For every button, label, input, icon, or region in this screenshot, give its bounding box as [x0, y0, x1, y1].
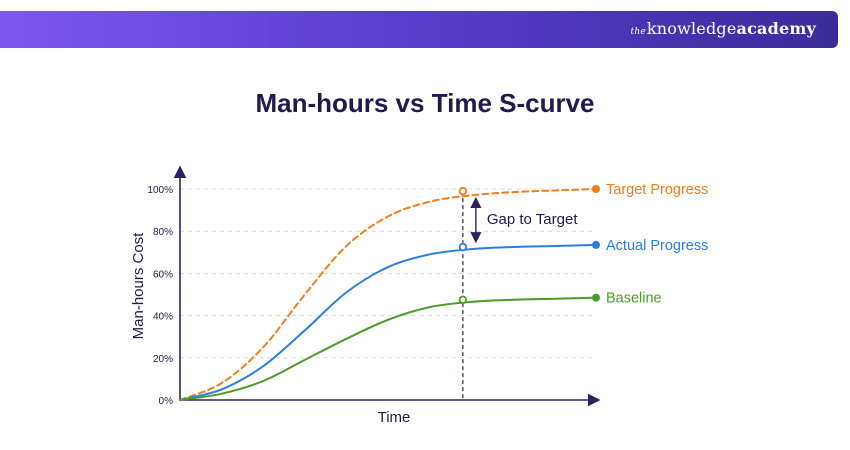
y-axis-label: Man-hours Cost	[130, 232, 147, 340]
gap-to-target-label: Gap to Target	[487, 211, 578, 228]
target-progress-line	[179, 188, 597, 401]
y-tick-label: 0%	[159, 396, 174, 407]
y-tick-label: 60%	[153, 269, 173, 280]
actual-progress-label: Actual Progress	[606, 238, 708, 254]
series-lines: Target Progress Actual Progress Baseline	[179, 182, 708, 401]
chart-title: Man-hours vs Time S-curve	[255, 88, 595, 118]
baseline-end-point	[592, 293, 600, 302]
y-tick-label: 80%	[153, 227, 173, 238]
y-tick-label: 40%	[153, 312, 173, 323]
y-tick-labels: 0% 20% 40% 60% 80% 100%	[147, 185, 173, 407]
baseline-marker	[458, 295, 468, 304]
target-progress-marker	[458, 186, 468, 196]
actual-progress-end-point	[592, 240, 600, 249]
y-tick-label: 20%	[153, 354, 173, 365]
header-banner: theknowledgeacademy	[0, 11, 838, 48]
x-axis-label: Time	[378, 409, 411, 426]
y-tick-label: 100%	[147, 185, 173, 196]
target-progress-label: Target Progress	[606, 182, 708, 198]
gridlines	[180, 188, 596, 359]
brand-prefix: the	[630, 27, 646, 37]
baseline-label: Baseline	[606, 291, 662, 307]
target-progress-end-point	[592, 185, 600, 193]
actual-progress-line	[179, 243, 597, 401]
brand-name: knowledge	[646, 19, 737, 38]
brand-suffix: academy	[736, 19, 816, 38]
actual-progress-marker	[458, 242, 468, 252]
baseline-line	[179, 296, 597, 401]
brand-logo[interactable]: theknowledgeacademy	[631, 20, 817, 41]
